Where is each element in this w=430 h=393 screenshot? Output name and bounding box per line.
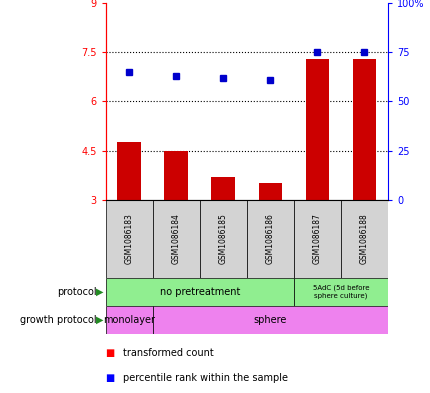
Bar bbox=[211, 177, 234, 200]
Text: growth protocol: growth protocol bbox=[20, 315, 97, 325]
Bar bbox=[293, 278, 387, 306]
Text: ■: ■ bbox=[105, 373, 114, 383]
Bar bbox=[293, 200, 340, 278]
Text: ▶: ▶ bbox=[96, 287, 103, 297]
Text: ▶: ▶ bbox=[96, 315, 103, 325]
Bar bbox=[258, 183, 281, 200]
Bar bbox=[152, 306, 387, 334]
Bar bbox=[199, 200, 246, 278]
Bar bbox=[152, 200, 199, 278]
Text: GSM1086185: GSM1086185 bbox=[218, 213, 227, 264]
Text: GSM1086183: GSM1086183 bbox=[124, 213, 133, 264]
Bar bbox=[352, 59, 375, 200]
Bar bbox=[164, 151, 187, 200]
Text: sphere: sphere bbox=[253, 315, 286, 325]
Text: GSM1086187: GSM1086187 bbox=[312, 213, 321, 264]
Bar bbox=[305, 59, 329, 200]
Bar bbox=[340, 200, 387, 278]
Text: GSM1086186: GSM1086186 bbox=[265, 213, 274, 264]
Text: GSM1086184: GSM1086184 bbox=[171, 213, 180, 264]
Bar bbox=[105, 278, 293, 306]
Bar bbox=[105, 306, 152, 334]
Text: 5AdC (5d before
sphere culture): 5AdC (5d before sphere culture) bbox=[312, 285, 368, 299]
Bar bbox=[246, 200, 293, 278]
Text: GSM1086188: GSM1086188 bbox=[359, 213, 368, 264]
Text: transformed count: transformed count bbox=[123, 348, 213, 358]
Text: ■: ■ bbox=[105, 348, 114, 358]
Text: percentile rank within the sample: percentile rank within the sample bbox=[123, 373, 287, 383]
Text: protocol: protocol bbox=[57, 287, 97, 297]
Bar bbox=[105, 200, 152, 278]
Bar bbox=[117, 142, 141, 200]
Text: monolayer: monolayer bbox=[103, 315, 155, 325]
Text: no pretreatment: no pretreatment bbox=[159, 287, 240, 297]
